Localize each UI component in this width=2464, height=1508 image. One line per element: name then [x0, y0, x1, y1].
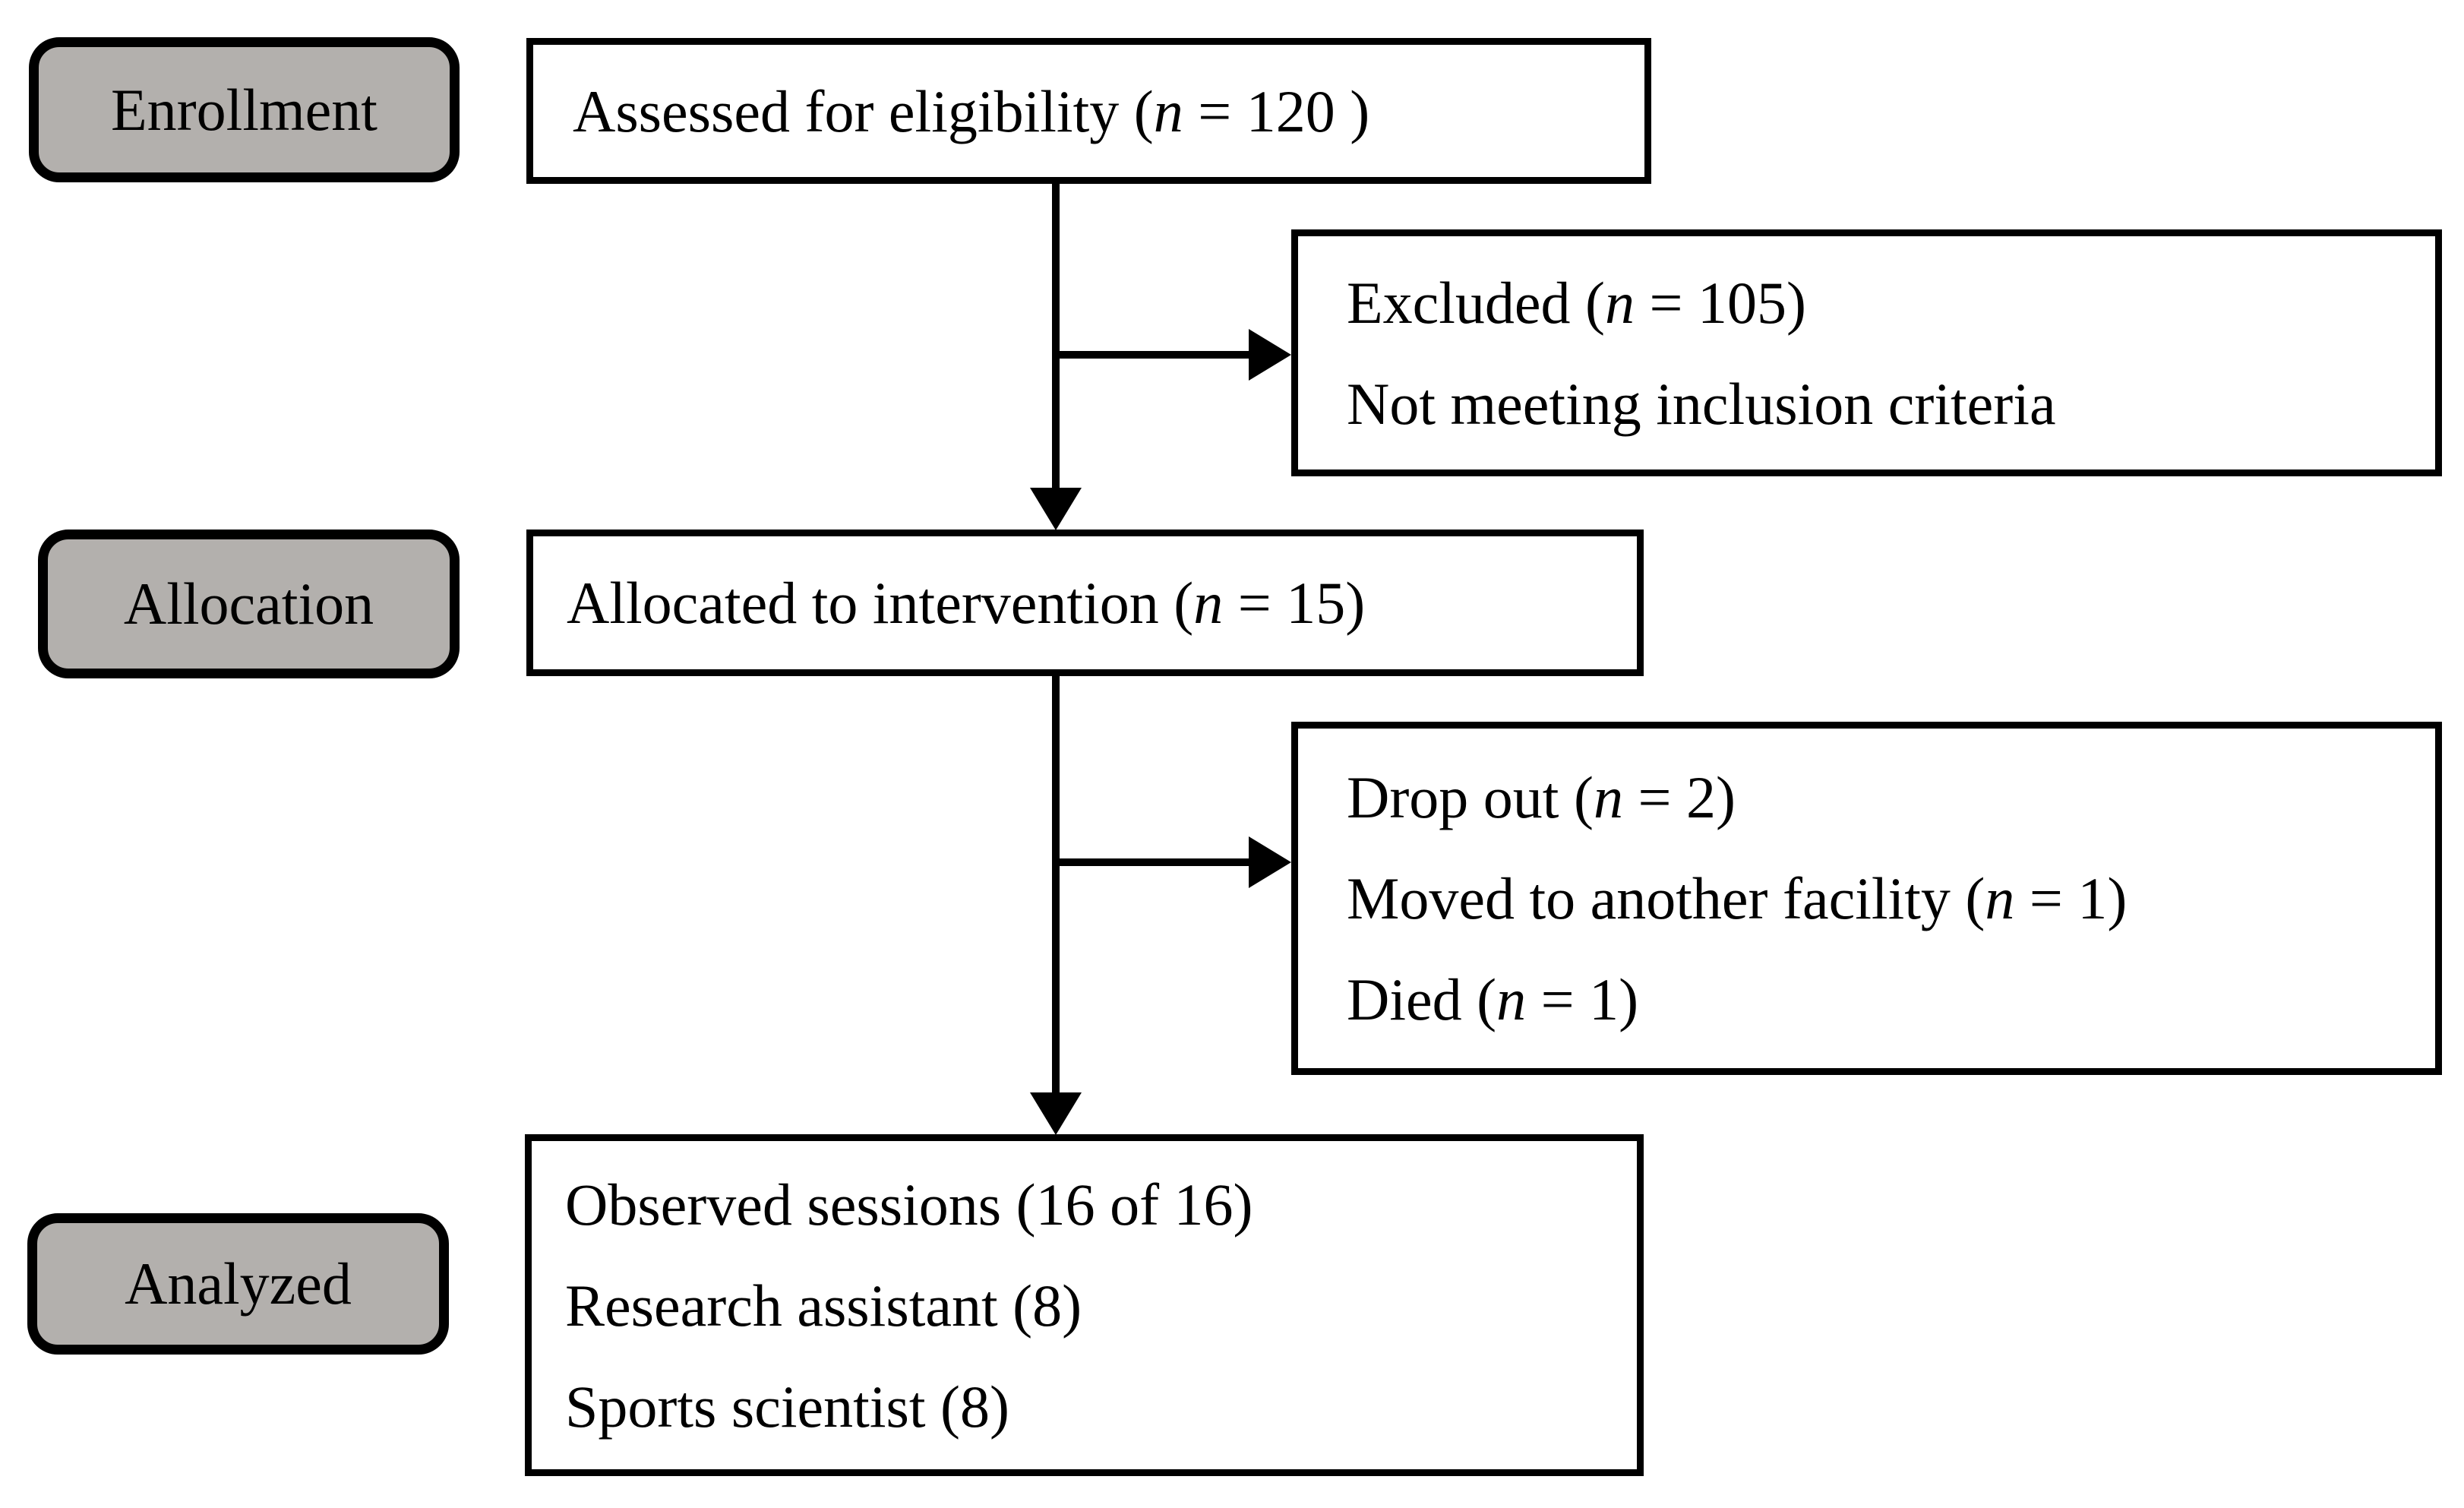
arrowhead-right-icon	[1249, 836, 1291, 888]
arrow-line-branch-to-excluded	[1056, 351, 1252, 359]
analyzed-sessions-box: Observed sessions (16 of 16) Research as…	[525, 1134, 1644, 1476]
arrowhead-down-icon	[1030, 1092, 1082, 1135]
assessed-eligibility-box: Assessed for eligibility (n = 120 )	[526, 38, 1651, 184]
arrowhead-right-icon	[1249, 329, 1291, 381]
dropout-moved-text: Moved to another facility (n = 1)	[1347, 865, 2128, 931]
stage-label-analyzed: Analyzed	[27, 1213, 449, 1355]
allocated-intervention-box: Allocated to intervention (n = 15)	[526, 530, 1644, 676]
stage-label-allocation: Allocation	[38, 530, 460, 678]
dropout-count-text: Drop out (n = 2)	[1347, 764, 1736, 830]
assessed-eligibility-text: Assessed for eligibility (n = 120 )	[573, 77, 1370, 144]
arrowhead-down-icon	[1030, 488, 1082, 530]
observed-sessions-text: Observed sessions (16 of 16)	[565, 1171, 1253, 1238]
dropout-box: Drop out (n = 2) Moved to another facili…	[1291, 722, 2442, 1075]
dropout-died-text: Died (n = 1)	[1347, 966, 1639, 1032]
excluded-count-text: Excluded (n = 105)	[1347, 269, 1806, 336]
allocated-intervention-text: Allocated to intervention (n = 15)	[567, 570, 1366, 636]
arrow-line-assessed-to-allocated	[1052, 184, 1060, 492]
sports-scientist-text: Sports scientist (8)	[565, 1373, 1009, 1440]
excluded-reason-text: Not meeting inclusion criteria	[1347, 370, 2056, 437]
arrow-line-allocated-to-analyzed	[1052, 676, 1060, 1097]
research-assistant-text: Research assistant (8)	[565, 1272, 1082, 1339]
arrow-line-branch-to-dropout	[1056, 858, 1252, 866]
stage-label-enrollment: Enrollment	[29, 37, 460, 182]
excluded-box: Excluded (n = 105) Not meeting inclusion…	[1291, 229, 2442, 476]
